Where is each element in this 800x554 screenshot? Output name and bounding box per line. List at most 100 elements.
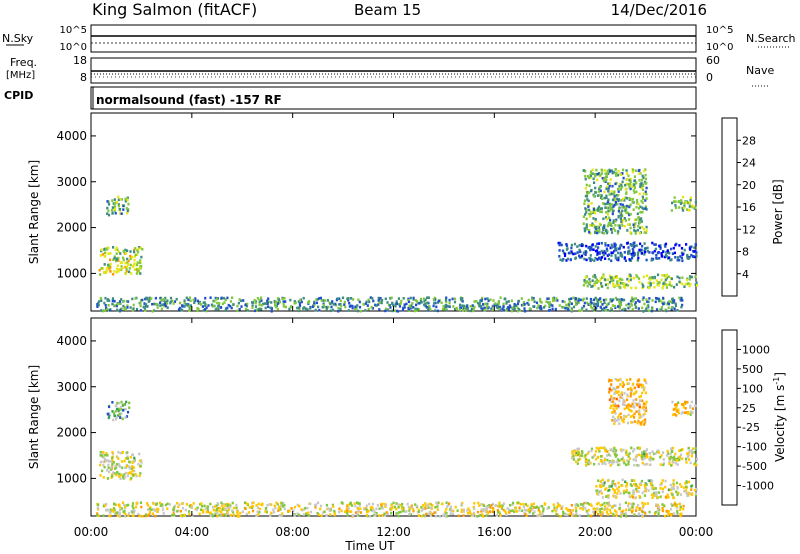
power-data-cell	[687, 209, 691, 212]
velocity-data-marks	[96, 377, 699, 518]
power-data-cell	[267, 297, 270, 300]
velocity-data-cell	[230, 509, 234, 512]
power-data-cell	[622, 285, 626, 288]
velocity-data-cell	[630, 446, 633, 450]
power-data-cell	[561, 259, 564, 262]
velocity-data-cell	[408, 509, 411, 512]
power-data-cell	[594, 228, 597, 231]
power-data-cell	[590, 285, 593, 288]
velocity-data-cell	[526, 504, 529, 508]
power-data-cell	[607, 186, 610, 190]
power-data-cell	[282, 305, 285, 308]
power-data-cell	[625, 196, 629, 200]
velocity-data-cell	[245, 512, 248, 516]
power-data-cell	[136, 261, 139, 264]
power-data-cell	[630, 244, 633, 247]
power-data-cell	[632, 223, 635, 226]
velocity-data-cell	[544, 503, 547, 506]
power-data-cell	[602, 179, 605, 183]
velocity-data-cell	[644, 391, 647, 395]
velocity-data-cell	[131, 467, 134, 470]
power-data-cell	[643, 242, 646, 245]
power-data-cell	[260, 307, 263, 311]
power-data-cell	[196, 299, 199, 303]
power-data-cell	[601, 276, 604, 279]
power-data-cell	[624, 208, 627, 212]
power-data-cell	[618, 298, 621, 302]
power-data-cell	[641, 188, 644, 191]
velocity-data-cell	[99, 474, 102, 477]
nsky-tick-bottom: 10^0	[60, 42, 87, 53]
velocity-data-cell	[635, 509, 638, 512]
power-data-cell	[589, 248, 592, 252]
velocity-data-cell	[572, 458, 576, 461]
power-data-cell	[660, 252, 663, 255]
velocity-data-cell	[215, 508, 218, 512]
power-data-cell	[212, 304, 215, 308]
velocity-data-cell	[643, 483, 646, 487]
power-data-cell	[109, 265, 112, 269]
velocity-data-cell	[622, 401, 625, 404]
power-data-cell	[380, 301, 383, 305]
freq-unit: [MHz]	[6, 70, 35, 81]
velocity-data-cell	[450, 510, 453, 513]
velocity-data-cell	[592, 510, 595, 514]
velocity-data-cell	[487, 511, 490, 515]
power-data-cell	[109, 262, 112, 266]
power-data-cell	[269, 306, 272, 310]
power-data-cell	[106, 246, 110, 250]
velocity-data-cell	[119, 477, 122, 480]
power-data-cell	[343, 300, 346, 304]
velocity-data-cell	[619, 378, 622, 382]
power-data-cell	[678, 296, 681, 300]
velocity-data-cell	[610, 404, 613, 408]
velocity-data-cell	[279, 507, 282, 511]
power-data-cell	[134, 297, 137, 300]
velocity-data-cell	[386, 513, 390, 516]
power-data-cell	[603, 196, 606, 200]
velocity-data-cell	[580, 454, 583, 458]
velocity-data-cell	[381, 507, 384, 510]
velocity-data-cell	[277, 507, 280, 511]
power-data-cell	[151, 302, 154, 306]
power-data-cell	[396, 310, 400, 313]
power-data-cell	[410, 305, 413, 309]
power-data-cell	[612, 205, 615, 208]
x-tick-label-6: 00:00	[679, 525, 714, 539]
power-data-cell	[509, 305, 512, 309]
power-data-cell	[104, 309, 107, 313]
velocity-data-cell	[672, 461, 675, 464]
power-data-cell	[692, 255, 695, 258]
velocity-data-cell	[664, 485, 667, 489]
velocity-data-cell	[247, 511, 251, 514]
velocity-data-cell	[309, 502, 312, 506]
power-data-cell	[533, 300, 536, 303]
power-data-cell	[113, 304, 116, 307]
velocity-data-cell	[527, 509, 530, 512]
velocity-data-cell	[152, 508, 155, 511]
power-data-cell	[631, 256, 634, 260]
power-data-cell	[582, 215, 585, 218]
power-data-cell	[526, 301, 529, 305]
power-data-cell	[577, 298, 580, 301]
velocity-data-cell	[496, 509, 499, 512]
power-data-cell	[609, 274, 612, 278]
power-colorbar-tick-3: 16	[742, 201, 756, 214]
velocity-data-cell	[608, 388, 611, 391]
power-data-cell	[578, 254, 581, 258]
velocity-data-cell	[627, 388, 630, 391]
power-data-cell	[572, 296, 575, 300]
power-data-cell	[568, 297, 571, 301]
velocity-data-cell	[625, 485, 628, 488]
velocity-data-cell	[327, 507, 330, 510]
power-data-cell	[120, 265, 123, 268]
power-data-cell	[689, 283, 692, 286]
velocity-data-cell	[689, 461, 692, 465]
velocity-data-cell	[604, 462, 607, 466]
velocity-data-cell	[605, 487, 608, 490]
velocity-data-cell	[675, 481, 679, 485]
power-data-cell	[123, 299, 126, 303]
power-data-cell	[260, 304, 263, 307]
power-data-cell	[297, 300, 300, 303]
power-data-cell	[101, 267, 104, 270]
